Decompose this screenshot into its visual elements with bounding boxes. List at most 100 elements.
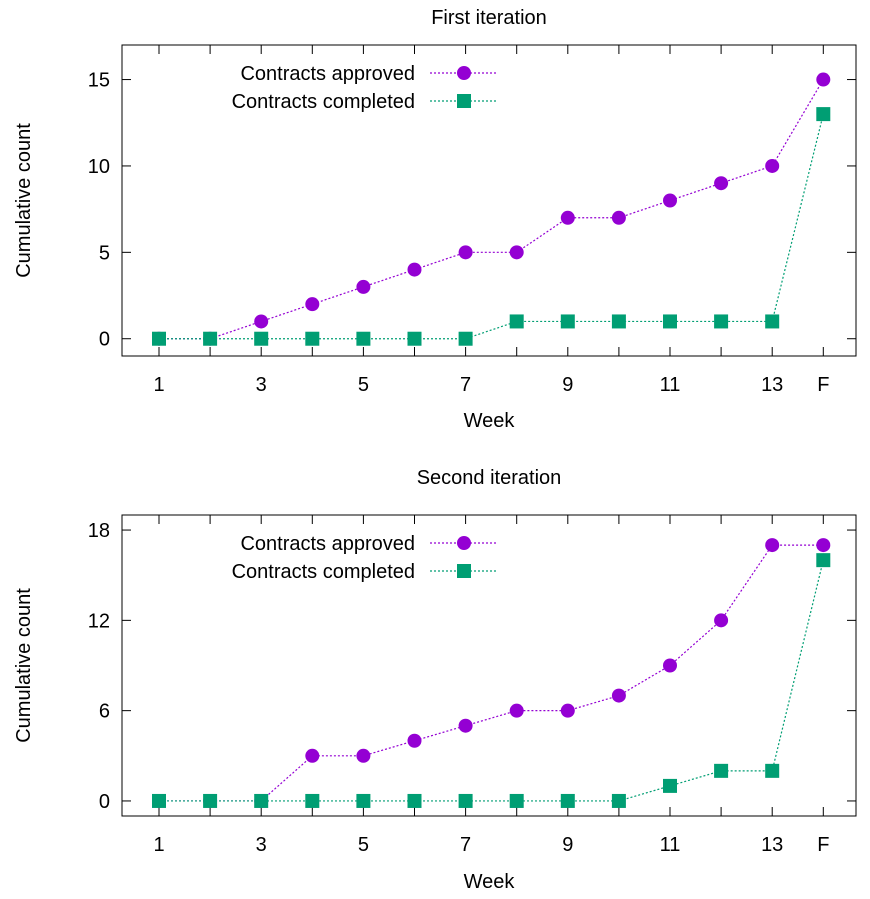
x-tick-label: 11	[660, 834, 681, 856]
data-point	[305, 297, 320, 312]
y-axis-label: Cumulative count	[13, 123, 35, 278]
data-point	[152, 793, 166, 808]
series-line	[159, 544, 824, 802]
legend-marker	[457, 94, 471, 108]
series-line	[159, 560, 824, 802]
legend-marker	[457, 536, 471, 550]
data-point	[254, 331, 269, 346]
series-completed	[152, 107, 831, 346]
legend-label: Contracts approved	[240, 63, 415, 85]
data-point	[765, 538, 780, 553]
data-point	[458, 793, 473, 808]
data-point	[714, 613, 729, 628]
y-axis-label: Cumulative count	[13, 588, 35, 743]
data-point	[714, 763, 729, 778]
data-point	[407, 733, 422, 748]
data-point	[509, 703, 524, 718]
legend-label: Contracts completed	[232, 561, 415, 583]
x-axis-label: Week	[464, 871, 516, 893]
chart-title: Second iteration	[417, 467, 562, 489]
series-approved	[152, 538, 831, 808]
data-point	[560, 314, 575, 329]
x-tick-label: 5	[358, 834, 369, 856]
legend-marker	[457, 564, 471, 578]
y-tick-label: 15	[88, 70, 110, 92]
legend-label: Contracts completed	[232, 91, 415, 113]
y-tick-label: 12	[88, 610, 110, 632]
chart-title: First iteration	[431, 7, 547, 29]
x-tick-label: 13	[761, 834, 783, 856]
data-point	[765, 158, 780, 173]
data-point	[611, 210, 626, 225]
series-approved	[152, 72, 831, 346]
data-point	[407, 262, 422, 277]
data-point	[765, 763, 780, 778]
data-point	[816, 553, 831, 568]
y-tick-label: 6	[99, 701, 110, 723]
series-completed	[152, 553, 831, 808]
x-tick-label: 7	[460, 834, 471, 856]
data-point	[203, 793, 218, 808]
data-point	[816, 72, 831, 87]
x-tick-label: 11	[660, 374, 681, 396]
data-point	[254, 793, 269, 808]
data-point	[714, 314, 729, 329]
x-tick-label: 1	[153, 374, 164, 396]
data-point	[611, 314, 626, 329]
data-point	[560, 703, 575, 718]
data-point	[509, 314, 524, 329]
data-point	[509, 245, 524, 260]
data-point	[560, 793, 575, 808]
plot-frame	[121, 44, 857, 357]
data-point	[714, 176, 729, 191]
legend-marker	[457, 66, 471, 80]
x-tick-label: 3	[256, 374, 267, 396]
data-point	[407, 331, 422, 346]
x-tick-label: 7	[460, 374, 471, 396]
y-tick-label: 0	[99, 329, 110, 351]
series-line	[159, 79, 824, 340]
data-point	[560, 210, 575, 225]
series-line	[159, 113, 824, 340]
data-point	[458, 718, 473, 733]
data-point	[509, 793, 524, 808]
data-point	[356, 793, 371, 808]
data-point	[458, 245, 473, 260]
legend: Contracts approved Contracts completed	[232, 533, 497, 583]
x-tick-label: 9	[562, 374, 573, 396]
x-tick-label: 1	[153, 834, 164, 856]
data-point	[663, 193, 677, 208]
data-point	[663, 314, 677, 329]
y-tick-label: 0	[99, 791, 110, 813]
plot-frame	[121, 514, 857, 817]
data-point	[305, 331, 320, 346]
x-tick-label: 9	[562, 834, 573, 856]
x-tick-label: F	[817, 374, 829, 396]
data-point	[356, 331, 371, 346]
data-point	[407, 793, 422, 808]
data-point	[611, 688, 626, 703]
data-point	[305, 748, 320, 763]
x-tick-label: 5	[358, 374, 369, 396]
data-point	[305, 793, 320, 808]
data-point	[663, 658, 677, 673]
legend-label: Contracts approved	[240, 533, 415, 555]
data-point	[611, 793, 626, 808]
y-tick-label: 10	[88, 156, 110, 178]
data-point	[458, 331, 473, 346]
data-point	[816, 107, 831, 122]
data-point	[356, 748, 371, 763]
x-tick-label: F	[817, 834, 829, 856]
x-tick-label: 13	[761, 374, 783, 396]
data-point	[816, 538, 831, 553]
data-point	[765, 314, 780, 329]
data-point	[663, 778, 677, 793]
data-point	[356, 279, 371, 294]
data-point	[254, 314, 269, 329]
data-point	[203, 331, 218, 346]
data-point	[152, 331, 166, 346]
